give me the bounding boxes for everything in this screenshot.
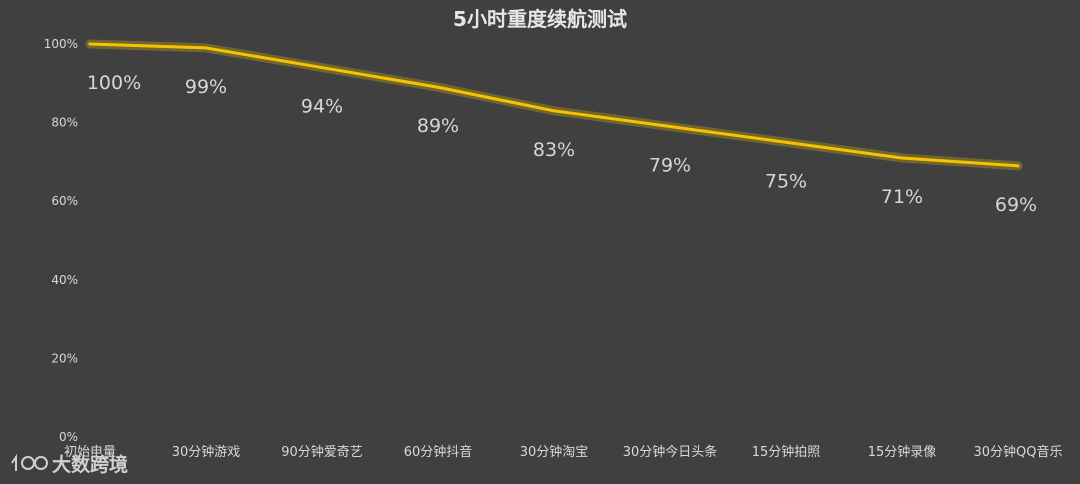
data-label: 100% [87,72,141,94]
data-label: 94% [301,96,343,118]
data-point [88,42,92,46]
data-point [320,66,324,70]
data-point [900,156,904,160]
x-tick-label: 15分钟录像 [868,444,937,460]
data-point [784,140,788,144]
data-point [436,85,440,89]
data-point [204,46,208,50]
y-axis: 0% 20% 40% 60% 80% 100% [44,37,78,444]
watermark-text: 大数跨境 [52,453,128,476]
data-label: 71% [881,186,923,208]
y-tick-label: 100% [44,37,78,51]
data-label: 99% [185,76,227,98]
data-label: 79% [649,155,691,177]
x-tick-label: 15分钟拍照 [752,444,821,460]
data-label: 89% [417,115,459,137]
data-point [668,125,672,129]
x-tick-label: 30分钟今日头条 [623,444,718,460]
x-tick-label: 60分钟抖音 [404,444,473,460]
data-labels: 100% 99% 94% 89% 83% 79% 75% 71% 69% [87,42,1037,216]
y-tick-label: 20% [51,351,78,365]
e-logo-icon [11,453,48,471]
data-label: 69% [995,194,1037,216]
watermark: 大数跨境 [11,453,128,476]
x-tick-label: 30分钟游戏 [172,444,241,460]
y-tick-label: 80% [51,116,78,130]
x-tick-label: 30分钟淘宝 [520,444,589,460]
x-axis: 初始电量 30分钟游戏 90分钟爱奇艺 60分钟抖音 30分钟淘宝 30分钟今日头条 15分… [64,444,1063,460]
x-tick-label: 初始电量 [64,445,116,460]
y-tick-label: 60% [51,194,78,208]
y-tick-label: 0% [59,430,78,444]
chart-title: 5小时重度续航测试 [453,7,627,31]
x-tick-label: 90分钟爱奇艺 [281,444,363,460]
y-tick-label: 40% [51,273,78,287]
data-label: 83% [533,139,575,161]
data-label: 75% [765,170,807,192]
x-tick-label: 30分钟QQ音乐 [973,444,1062,460]
data-point [1016,164,1020,168]
data-point [552,109,556,113]
